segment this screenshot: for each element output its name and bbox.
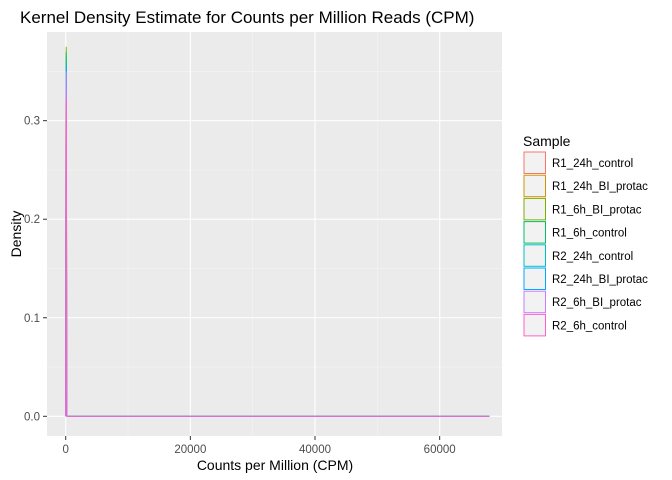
x-tick-label: 60000 xyxy=(424,444,456,456)
y-tick-label: 0.1 xyxy=(24,313,40,325)
legend-key xyxy=(523,313,546,337)
legend-key xyxy=(523,267,546,290)
density-series-R2_6h_control xyxy=(65,98,490,417)
minor-gridlines xyxy=(47,32,502,436)
legend-label: R2_24h_control xyxy=(552,251,633,263)
y-tick-label: 0.2 xyxy=(24,214,40,226)
legend-key xyxy=(523,197,546,221)
x-tick-label: 0 xyxy=(62,444,68,456)
y-axis: 0.0 0.1 0.2 0.3 xyxy=(24,116,47,423)
x-tick-label: 40000 xyxy=(299,444,331,456)
x-axis: 0 20000 40000 60000 xyxy=(62,436,456,456)
legend-key xyxy=(523,290,546,314)
legend-title: Sample xyxy=(523,133,571,149)
legend-label: R1_6h_control xyxy=(552,228,627,240)
legend-key xyxy=(523,174,546,198)
legend: Sample R1_24h_control R1_24h_BI_protac R1_… xyxy=(523,133,648,337)
legend-label: R1_24h_BI_protac xyxy=(552,181,648,193)
legend-key xyxy=(523,221,546,244)
plot-panel xyxy=(47,32,502,436)
density-curves xyxy=(65,46,490,417)
y-tick-label: 0.3 xyxy=(24,116,40,128)
y-axis-title: Density xyxy=(8,211,24,258)
legend-label: R1_24h_control xyxy=(552,158,633,170)
chart-title: Kernel Density Estimate for Counts per M… xyxy=(20,8,474,27)
legend-label: R2_6h_BI_protac xyxy=(552,297,642,309)
x-axis-title: Counts per Million (CPM) xyxy=(197,457,353,473)
x-tick-label: 20000 xyxy=(174,444,206,456)
legend-key xyxy=(523,244,546,267)
legend-label: R2_24h_BI_protac xyxy=(552,274,648,286)
y-tick-label: 0.0 xyxy=(24,411,40,423)
legend-key xyxy=(523,151,546,174)
legend-label: R1_6h_BI_protac xyxy=(552,204,642,216)
legend-label: R2_6h_control xyxy=(552,320,627,332)
